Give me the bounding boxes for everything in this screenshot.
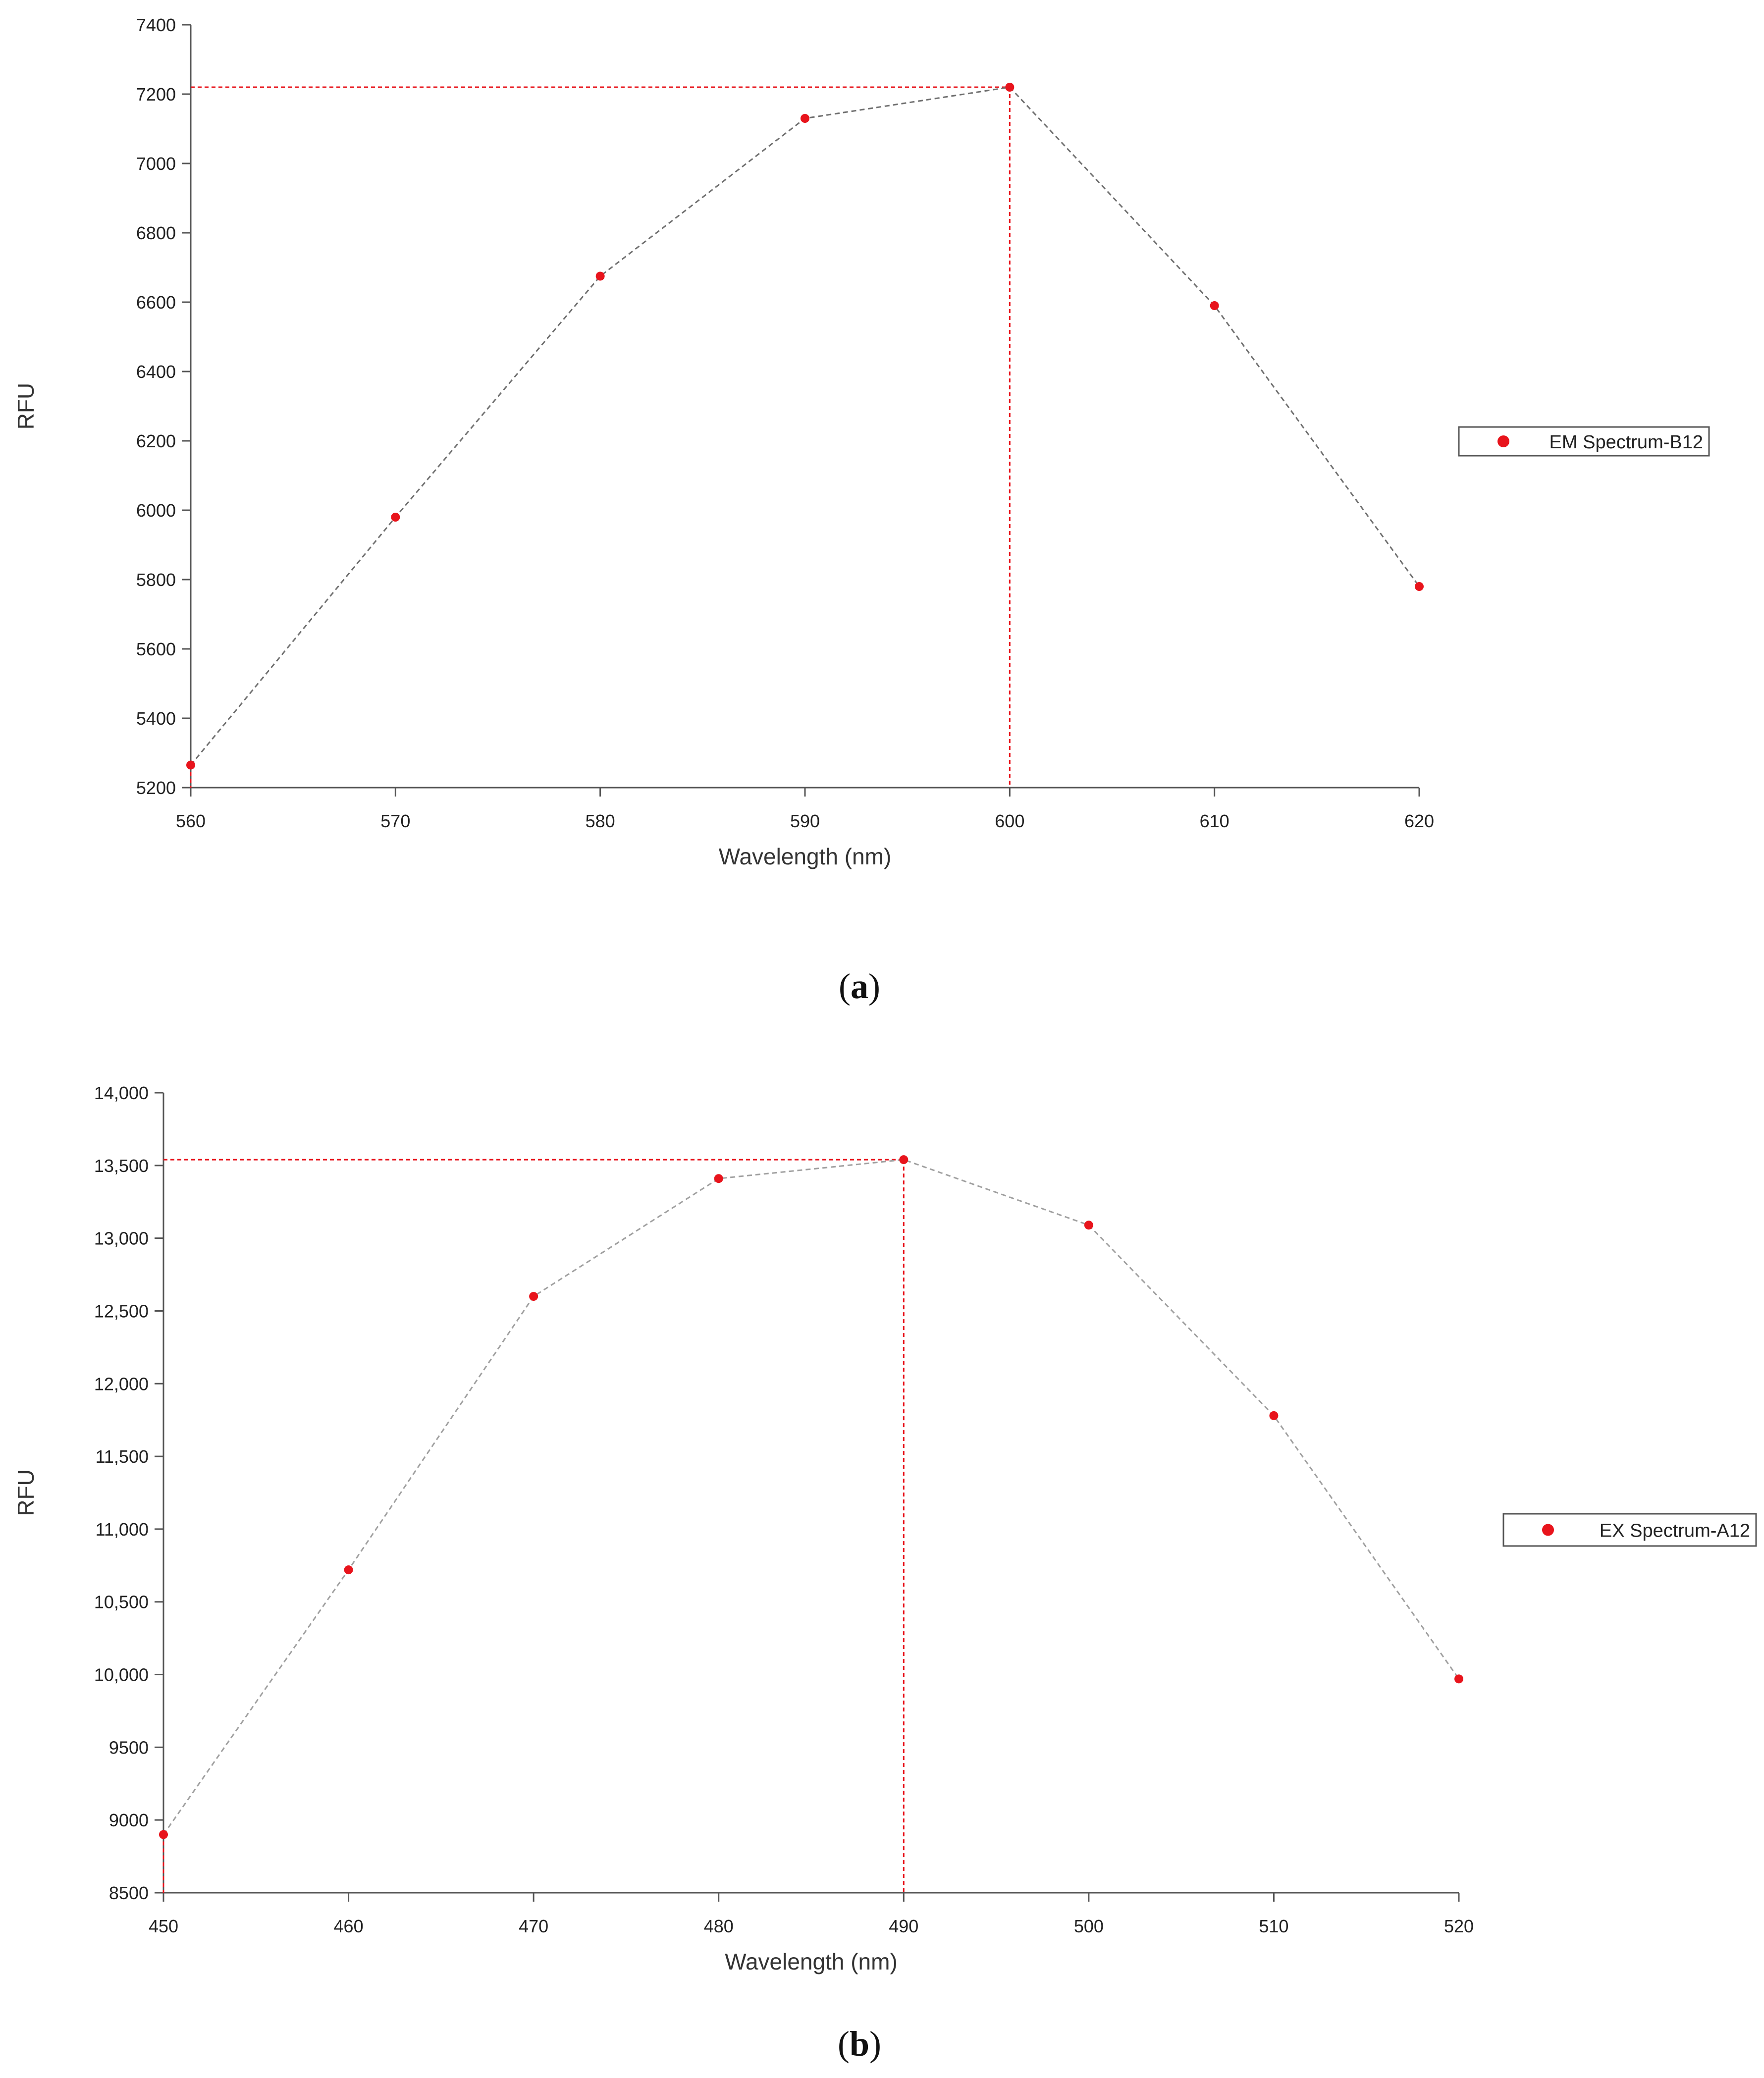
legend-marker xyxy=(1497,435,1509,447)
x-tick-label: 610 xyxy=(1200,811,1229,831)
x-axis-label: Wavelength (nm) xyxy=(719,844,892,869)
x-tick-label: 500 xyxy=(1074,1916,1104,1936)
chart-b: 8500 9000 9500 10,000 10,500 11,000 11,500 12,0… xyxy=(13,1083,1757,1974)
y-tick-label: 7400 xyxy=(136,15,176,35)
x-tick-label: 590 xyxy=(790,811,820,831)
y-tick-label: 6800 xyxy=(136,223,176,243)
chart-a: 5200 5400 5600 5800 6000 6200 6400 6600 6800 7000… xyxy=(13,15,1710,869)
legend-label: EX Spectrum-A12 xyxy=(1600,1521,1750,1542)
x-tick-label: 450 xyxy=(149,1916,178,1936)
y-tick-label: 6000 xyxy=(136,500,176,521)
data-point xyxy=(391,513,400,522)
x-tick-label: 560 xyxy=(176,811,206,831)
y-tick-label: 5200 xyxy=(136,778,176,798)
y-tick-label: 5400 xyxy=(136,708,176,729)
y-tick-label: 8500 xyxy=(109,1883,149,1903)
legend-label: EM Spectrum-B12 xyxy=(1550,432,1703,453)
x-tick-label: 480 xyxy=(704,1916,734,1936)
caption-a-letter: a xyxy=(851,966,868,1006)
y-tick-label: 7200 xyxy=(136,84,176,105)
data-point xyxy=(1005,83,1015,92)
data-point xyxy=(1210,301,1219,310)
y-tick-label: 10,500 xyxy=(94,1592,149,1612)
y-tick-label: 5800 xyxy=(136,570,176,590)
y-tick-label: 11,500 xyxy=(96,1446,149,1467)
y-tick-label: 6200 xyxy=(136,431,176,451)
y-tick-label: 11,000 xyxy=(96,1519,149,1540)
caption-b: (b) xyxy=(837,2024,881,2064)
data-point xyxy=(801,114,809,123)
x-tick-label: 600 xyxy=(995,811,1024,831)
x-tick-label: 460 xyxy=(334,1916,364,1936)
y-axis-label: RFU xyxy=(13,1469,39,1516)
data-point xyxy=(595,271,605,281)
x-tick-label: 520 xyxy=(1444,1916,1474,1936)
x-tick-label: 490 xyxy=(889,1916,918,1936)
data-point xyxy=(529,1292,538,1301)
data-point xyxy=(714,1174,723,1183)
y-axis-label: RFU xyxy=(13,383,39,430)
y-tick-label: 12,000 xyxy=(94,1374,149,1394)
x-tick-label: 580 xyxy=(586,811,615,831)
x-axis-label: Wavelength (nm) xyxy=(725,1949,898,1974)
y-tick-label: 10,000 xyxy=(94,1665,149,1685)
y-tick-label: 6600 xyxy=(136,292,176,313)
data-point xyxy=(186,760,195,770)
y-tick-label: 14,000 xyxy=(94,1083,149,1103)
data-point xyxy=(344,1565,353,1575)
y-tick-label: 6400 xyxy=(136,362,176,382)
x-tick-label: 470 xyxy=(519,1916,548,1936)
series-line xyxy=(162,1159,1460,1835)
y-tick-label: 5600 xyxy=(136,639,176,659)
legend-marker xyxy=(1542,1524,1554,1536)
y-tick-label: 12,500 xyxy=(94,1301,149,1321)
y-tick-label: 9000 xyxy=(109,1810,149,1830)
caption-b-letter: b xyxy=(849,2024,870,2064)
y-tick-label: 13,500 xyxy=(94,1156,149,1176)
data-point xyxy=(1269,1411,1279,1420)
data-point xyxy=(1084,1221,1093,1230)
y-tick-label: 7000 xyxy=(136,154,176,174)
x-tick-label: 570 xyxy=(380,811,410,831)
data-point xyxy=(899,1155,909,1165)
data-point xyxy=(159,1830,168,1839)
series-line xyxy=(190,86,1420,766)
x-tick-label: 620 xyxy=(1404,811,1434,831)
x-tick-label: 510 xyxy=(1259,1916,1288,1936)
y-tick-label: 9500 xyxy=(109,1737,149,1758)
data-point xyxy=(1415,582,1424,591)
data-point xyxy=(1454,1674,1463,1684)
y-tick-label: 13,000 xyxy=(94,1228,149,1249)
caption-a: (a) xyxy=(839,966,880,1006)
